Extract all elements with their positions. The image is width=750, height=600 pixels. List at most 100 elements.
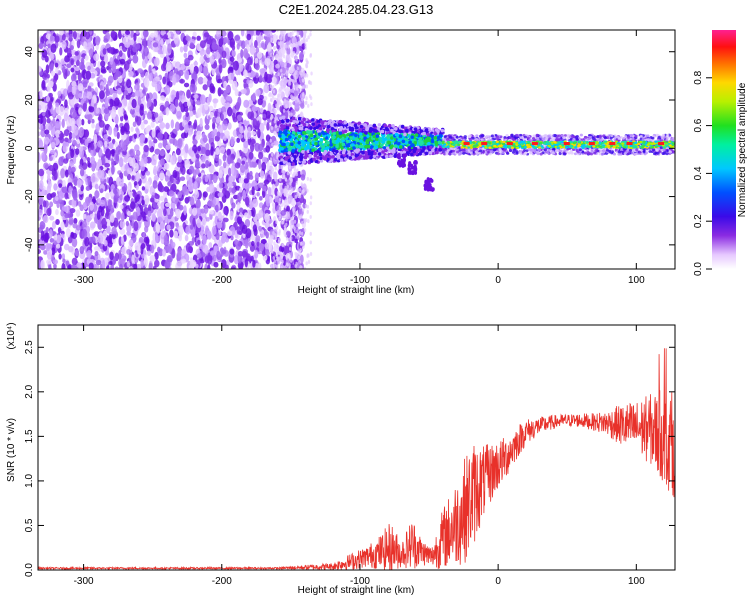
spectrogram-cell — [310, 71, 313, 76]
spectrogram-cell — [70, 148, 75, 159]
spectrogram-cell — [86, 42, 91, 51]
spectrogram-cell — [225, 85, 231, 94]
spectrogram-cell — [121, 141, 127, 152]
spectrogram-cell — [257, 143, 264, 151]
spectrogram-cell — [48, 228, 53, 239]
spectrogram-cell — [300, 241, 303, 246]
spectrogram-cell — [236, 192, 242, 202]
spectrogram-cell — [244, 196, 250, 206]
spectrogram-cell — [89, 72, 96, 79]
spectrogram-cell — [273, 119, 277, 124]
spectrogram-cell — [55, 243, 61, 249]
spectrogram-cell — [271, 167, 275, 172]
spectrogram-cell — [247, 126, 251, 133]
spectrogram-cell — [266, 161, 270, 172]
spectrogram-cell — [275, 225, 279, 230]
spectrogram-cell — [200, 146, 207, 155]
spectrogram-cell — [78, 146, 84, 152]
spectrogram-cell — [219, 146, 226, 154]
spectrogram-cell — [109, 98, 114, 108]
spectrogram-cell — [224, 237, 229, 243]
spectrogram-cell — [292, 84, 295, 89]
spectrogram-cell — [53, 170, 58, 181]
spectrogram-cell — [270, 87, 274, 92]
spectrogram-cell — [242, 88, 247, 95]
spectrogram-cell — [42, 215, 49, 224]
spectrogram-cell — [276, 50, 279, 55]
spectrogram-cell — [42, 111, 46, 117]
spectrogram-cell — [74, 249, 80, 257]
spectrogram-cell — [239, 164, 246, 173]
spectrogram-cell — [54, 35, 60, 43]
spectrogram-cell — [55, 102, 60, 108]
spectrogram-cell — [247, 111, 253, 120]
spectrogram-cell — [213, 197, 217, 205]
spectrogram-cell — [110, 30, 116, 39]
spectrogram-cell — [130, 201, 136, 210]
spectrogram-cell — [225, 95, 232, 101]
spectrogram-cell — [61, 33, 66, 41]
spectrogram-cell — [289, 177, 293, 182]
spectrogram-cell — [239, 187, 243, 193]
spectrogram-cell — [105, 90, 111, 97]
spectrogram-cell — [100, 60, 106, 68]
spectrogram-cell — [46, 117, 51, 124]
spectrogram-cell — [185, 111, 190, 118]
figure-title: C2E1.2024.285.04.23.G13 — [279, 2, 434, 17]
spectrogram-cell — [310, 102, 313, 107]
spectrogram-cell — [226, 182, 233, 188]
spectrogram-cell — [296, 66, 300, 71]
spectrogram-cell — [84, 236, 90, 247]
spectrogram-cell — [183, 82, 190, 88]
spectrogram-cell — [86, 249, 92, 259]
spectrogram-cell — [67, 165, 72, 176]
spectrogram-cell — [159, 149, 166, 157]
spectrogram-cell — [137, 246, 141, 255]
spectrogram-cell — [303, 218, 306, 223]
spectrogram-cell — [227, 154, 232, 165]
spectrogram-cell — [274, 109, 277, 114]
spectrogram-cell — [172, 152, 177, 162]
spectrogram-cell — [157, 49, 163, 55]
spectrogram-cell — [55, 209, 59, 216]
spectrogram-cell — [272, 202, 275, 207]
spectrogram-cell — [296, 223, 299, 228]
spectrogram-cell — [263, 228, 267, 236]
spectrogram-cell — [260, 239, 267, 245]
spectrogram-cell — [83, 41, 88, 50]
spectrogram-cell — [270, 173, 273, 178]
spectrogram-cell — [215, 116, 221, 124]
spectrogram-cell — [258, 151, 264, 160]
spectrogram-cell — [41, 79, 46, 90]
spectrogram-cell — [111, 138, 116, 145]
spectrogram-cell — [262, 113, 267, 119]
spectrogram-cell — [287, 44, 290, 49]
spectrogram-cell — [230, 235, 234, 241]
spectrogram-cell — [196, 253, 202, 259]
spectrogram-cell — [252, 92, 256, 102]
spectrogram-cell — [161, 248, 167, 257]
spectrogram-cell — [196, 130, 202, 138]
spectrogram-cell — [204, 124, 210, 131]
spectrogram-cell — [254, 172, 259, 182]
spectrogram-cell — [222, 187, 227, 196]
spectrogram-cell — [143, 119, 148, 125]
spectrogram-cell — [70, 45, 74, 51]
spectrogram-cell — [280, 209, 286, 216]
spectrogram-cell — [79, 168, 85, 177]
spectrogram-cell — [195, 198, 201, 209]
spectrogram-cell — [238, 177, 245, 184]
spectrogram-cell — [277, 104, 280, 109]
spectrogram-cell — [53, 263, 57, 269]
spectrogram-cell — [285, 262, 289, 267]
spectrogram-cell — [131, 157, 136, 168]
spectrogram-cell — [237, 58, 242, 64]
spectrogram-cell — [180, 176, 186, 182]
spectrogram-cell — [278, 216, 281, 221]
spectrogram-cell — [63, 112, 69, 122]
spectrogram-cell — [285, 222, 288, 227]
spectrogram-cell — [61, 233, 65, 239]
spectrogram-cell — [291, 173, 295, 178]
spectrogram-cell — [241, 250, 248, 258]
spectrogram-cell — [300, 71, 303, 76]
